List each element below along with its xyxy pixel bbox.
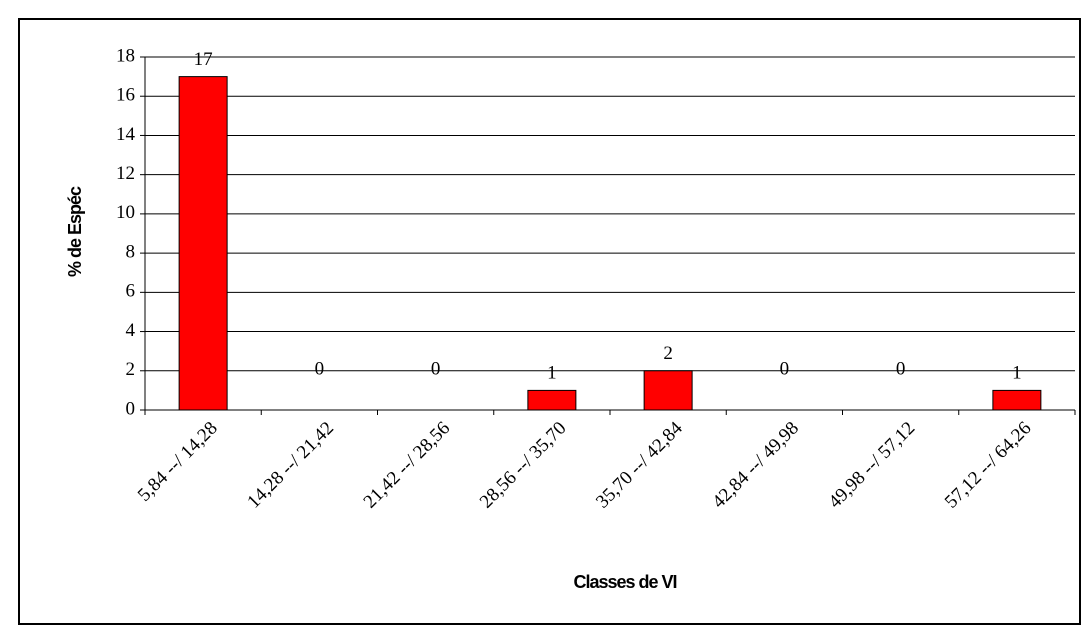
bar (527, 389, 577, 411)
y-tick-label: 10 (116, 202, 135, 223)
y-axis-label: % de Espéc (65, 186, 85, 277)
y-tick-label: 16 (116, 85, 135, 106)
x-axis-label: Classes de VI (573, 572, 676, 592)
data-label: 0 (896, 358, 906, 379)
y-tick-label: 0 (126, 398, 136, 419)
y-tick-label: 14 (116, 124, 136, 145)
chart-frame (18, 18, 1081, 625)
y-tick-label: 4 (126, 320, 136, 341)
data-label: 0 (780, 358, 790, 379)
bar (178, 76, 228, 411)
y-tick-label: 8 (126, 241, 136, 262)
y-tick-label: 6 (126, 281, 136, 302)
data-label: 1 (547, 363, 557, 384)
data-label: 2 (663, 343, 673, 364)
data-label: 0 (431, 358, 441, 379)
data-label: 1 (1012, 363, 1022, 384)
y-tick-label: 18 (116, 45, 135, 66)
y-tick-label: 2 (126, 359, 136, 380)
bar (992, 389, 1042, 411)
data-label: 0 (315, 358, 325, 379)
y-tick-label: 12 (116, 163, 135, 184)
data-label: 17 (194, 49, 213, 70)
bar (643, 370, 693, 411)
